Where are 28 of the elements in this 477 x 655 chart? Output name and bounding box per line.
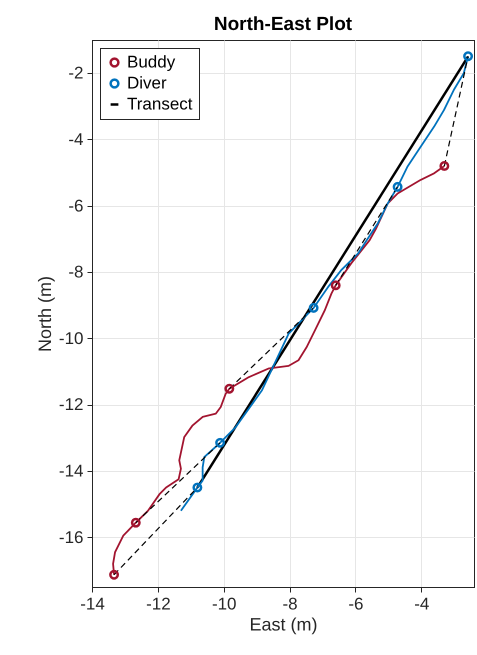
x-tick-label: -10: [212, 594, 237, 614]
legend-label: Transect: [127, 94, 193, 114]
x-tick-label: -8: [282, 594, 298, 614]
y-tick-label: -10: [58, 328, 84, 348]
point: [215, 438, 226, 448]
chart-title: North-East Plot: [214, 14, 353, 35]
x-tick-label: -14: [80, 594, 105, 614]
y-tick-label: -12: [58, 395, 84, 414]
point: [392, 182, 403, 192]
y-axis-title: North (m): [34, 276, 55, 352]
point: [224, 384, 234, 394]
y-tick-label: -2: [68, 64, 84, 83]
legend-label: Diver: [127, 74, 168, 92]
point: [192, 482, 202, 492]
y-tick-label: -8: [68, 262, 84, 282]
y-tick-label: -6: [68, 196, 84, 216]
x-tick-label: -4: [414, 594, 430, 614]
point: [330, 280, 341, 290]
point: [130, 518, 141, 528]
x-tick-label: -12: [146, 594, 171, 614]
point: [308, 302, 319, 313]
y-tick-label: -14: [58, 461, 84, 480]
y-tick-label: -4: [68, 130, 84, 149]
x-tick-label: -6: [348, 594, 364, 614]
legend-label: Buddy: [127, 52, 176, 72]
y-tick-label: -16: [58, 528, 84, 547]
line-series: [112, 165, 446, 576]
x-axis-title: East (m): [249, 614, 318, 634]
